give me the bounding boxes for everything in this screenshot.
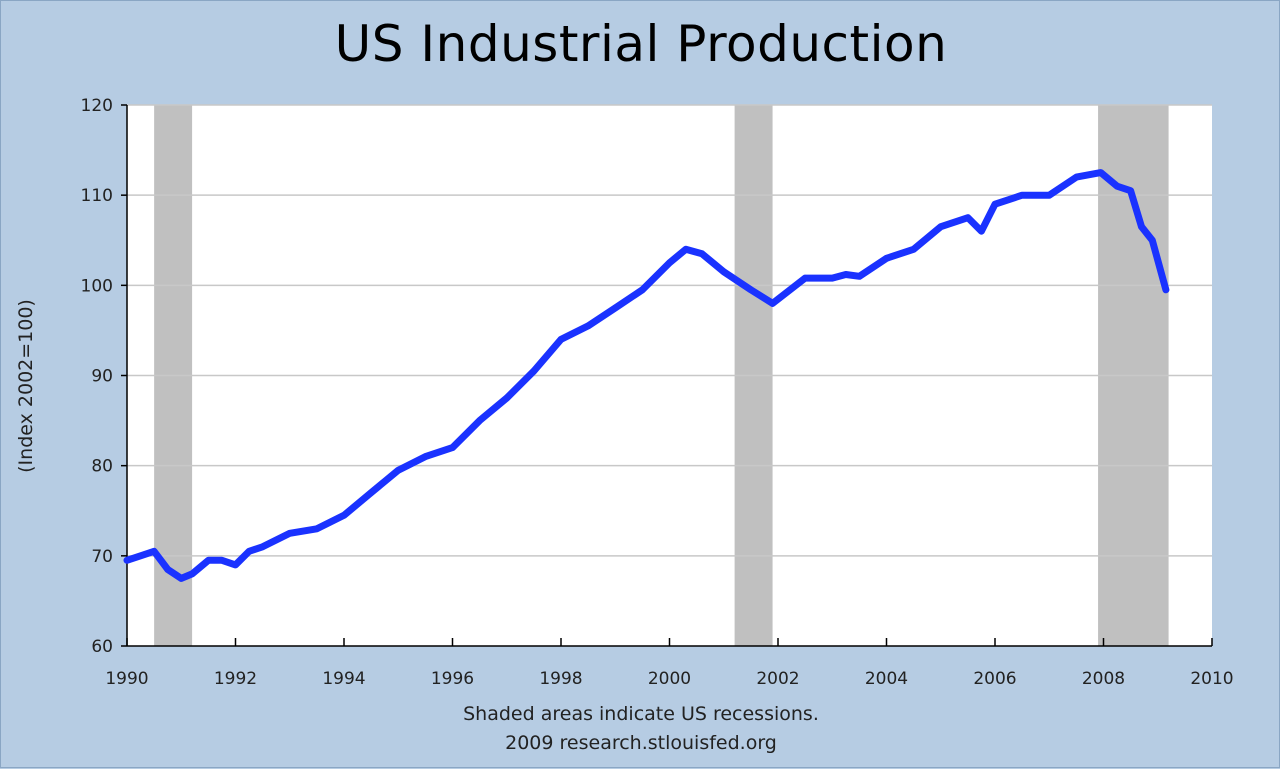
data-point [422,453,429,460]
data-point [769,300,776,307]
data-point [476,417,483,424]
data-point [682,246,689,253]
data-point [829,274,836,282]
data-point [666,259,673,266]
y-axis-label: (Index 2002=100) [15,299,37,473]
x-tick-label-2008: 2008 [1082,669,1125,689]
data-point [188,570,196,578]
data-point [937,223,944,230]
data-point [1113,182,1121,190]
data-point [1149,237,1156,244]
data-point [1018,191,1026,199]
data-point [313,525,321,532]
footnote-source: 2009 research.stlouisfed.org [505,732,777,754]
x-tick-label-1992: 1992 [214,669,257,689]
data-point [367,489,375,496]
data-point [218,557,226,564]
y-tick-label-90: 90 [91,367,113,387]
data-point [720,268,727,276]
x-tick-label-2010: 2010 [1190,669,1233,689]
data-point [1127,187,1134,194]
data-point [503,394,510,402]
y-tick-label-70: 70 [91,547,113,567]
data-point [123,557,131,564]
data-point [883,255,890,262]
x-tick-label-1996: 1996 [431,669,474,689]
data-point [978,228,985,235]
y-tick-label-60: 60 [91,637,113,657]
data-point [150,548,158,555]
data-point [178,575,185,582]
data-point [1046,191,1053,199]
x-tick-label-2006: 2006 [973,669,1016,689]
data-point [395,466,402,474]
data-point [137,552,144,560]
data-point [1097,169,1104,176]
data-point [449,444,456,451]
data-point [991,200,999,208]
y-tick-label-120: 120 [81,96,113,116]
data-point [842,271,850,278]
data-point [1162,286,1170,294]
data-point [747,286,755,294]
footnote-recessions: Shaded areas indicate US recessions. [463,703,819,725]
data-point [1073,173,1080,181]
x-tick-label-1990: 1990 [105,669,148,689]
data-point [530,367,538,375]
data-point [232,561,239,569]
data-point [340,512,348,519]
y-tick-label-80: 80 [91,457,113,477]
y-tick-label-110: 110 [81,186,113,206]
data-point [856,273,863,280]
data-point [698,250,706,257]
data-point [1138,223,1145,230]
data-point [801,274,809,282]
data-point [612,304,619,312]
data-point [164,566,171,573]
data-point [245,548,253,555]
data-point [584,322,592,330]
x-tick-label-2004: 2004 [865,669,908,689]
y-tick-label-100: 100 [81,276,113,296]
x-tick-label-1994: 1994 [322,669,365,689]
data-point [259,543,266,551]
x-tick-label-1998: 1998 [539,669,582,689]
x-tick-label-2000: 2000 [648,669,691,689]
data-point [964,214,972,221]
data-point [910,246,917,253]
data-point [286,530,293,537]
data-point [557,336,565,343]
chart-title: US Industrial Production [334,15,948,73]
data-point [639,286,646,294]
data-point [205,557,212,564]
x-tick-label-2002: 2002 [756,669,799,689]
